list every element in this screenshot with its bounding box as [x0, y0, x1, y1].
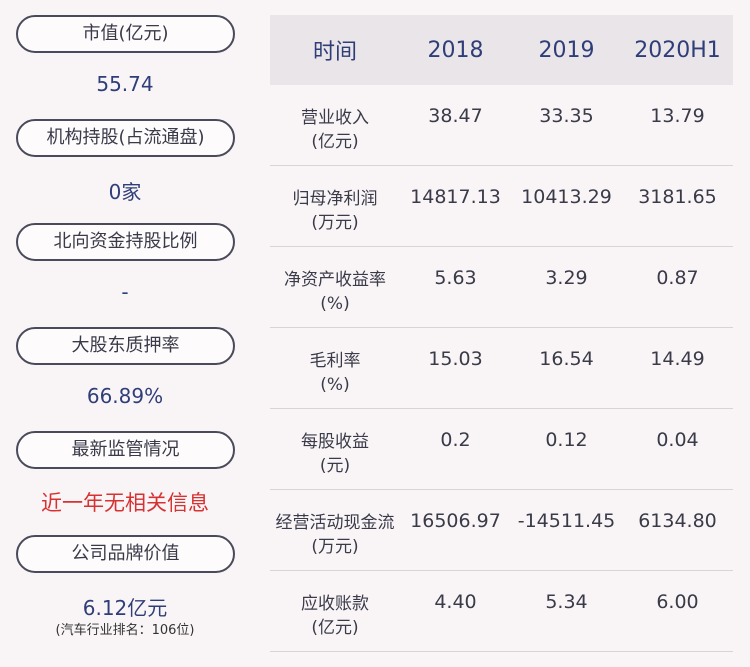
- table-cell: 0.87: [656, 267, 699, 289]
- table-header: 时间 2018 2019 2020H1: [270, 15, 733, 85]
- institution-holding-label: 机构持股(占流通盘): [16, 119, 235, 157]
- market-cap-value: 55.74: [96, 72, 154, 96]
- row-label: 归母净利润 (万元): [292, 189, 378, 233]
- row-label: 净资产收益率 (%): [284, 270, 386, 314]
- table-cell: 6134.80: [638, 510, 717, 532]
- row-label: 经营活动现金流 (万元): [275, 513, 395, 557]
- table-cell: 33.35: [539, 105, 594, 127]
- table-cell: 3181.65: [638, 186, 717, 208]
- institution-holding-value: 0家: [108, 180, 142, 204]
- table-row: 净资产收益率 (%) 5.63 3.29 0.87: [270, 247, 733, 328]
- table-cell: 38.47: [428, 105, 483, 127]
- pledge-rate-label: 大股东质押率: [16, 327, 235, 365]
- table-cell: 15.03: [428, 348, 483, 370]
- header-2019: 2019: [538, 37, 595, 63]
- financial-table: 时间 2018 2019 2020H1 营业收入 (亿元) 38.47 33.35…: [270, 15, 733, 652]
- table-cell: 16.54: [539, 348, 594, 370]
- table-cell: 10413.29: [521, 186, 612, 208]
- brand-value-label: 公司品牌价值: [16, 535, 235, 573]
- row-label: 毛利率 (%): [309, 351, 361, 395]
- row-label: 每股收益 (元): [301, 432, 369, 476]
- table-row: 毛利率 (%) 15.03 16.54 14.49: [270, 328, 733, 409]
- northbound-ratio-value: -: [121, 280, 129, 304]
- table-cell: 14.49: [650, 348, 705, 370]
- table-cell: 0.12: [545, 429, 588, 451]
- table-row: 归母净利润 (万元) 14817.13 10413.29 3181.65: [270, 166, 733, 247]
- table-cell: -14511.45: [517, 510, 616, 532]
- table-cell: 14817.13: [410, 186, 501, 208]
- brand-value-value: 6.12亿元: [82, 596, 168, 620]
- table-cell: 16506.97: [410, 510, 501, 532]
- header-time: 时间: [312, 40, 357, 65]
- table-cell: 0.2: [440, 429, 471, 451]
- table-row: 营业收入 (亿元) 38.47 33.35 13.79: [270, 85, 733, 166]
- regulation-label: 最新监管情况: [16, 431, 235, 469]
- row-label: 营业收入 (亿元): [301, 108, 369, 152]
- table-row: 应收账款 (亿元) 4.40 5.34 6.00: [270, 571, 733, 652]
- row-label: 应收账款 (亿元): [301, 594, 369, 638]
- table-cell: 0.04: [656, 429, 699, 451]
- left-panel: 市值(亿元) 55.74 机构持股(占流通盘) 0家 北向资金持股比例 - 大股…: [0, 0, 250, 667]
- header-2018: 2018: [427, 37, 484, 63]
- brand-rank-note: (汽车行业排名：106位): [55, 623, 195, 638]
- table-cell: 3.29: [545, 267, 588, 289]
- table-cell: 5.34: [545, 591, 588, 613]
- table-cell: 13.79: [650, 105, 705, 127]
- table-cell: 6.00: [656, 591, 699, 613]
- pledge-rate-value: 66.89%: [86, 384, 164, 408]
- market-cap-label: 市值(亿元): [16, 15, 235, 53]
- regulation-value: 近一年无相关信息: [41, 491, 209, 515]
- table-row: 每股收益 (元) 0.2 0.12 0.04: [270, 409, 733, 490]
- table-row: 经营活动现金流 (万元) 16506.97 -14511.45 6134.80: [270, 490, 733, 571]
- northbound-ratio-label: 北向资金持股比例: [16, 223, 235, 261]
- table-cell: 4.40: [434, 591, 477, 613]
- table-cell: 5.63: [434, 267, 477, 289]
- header-2020h1: 2020H1: [634, 37, 721, 63]
